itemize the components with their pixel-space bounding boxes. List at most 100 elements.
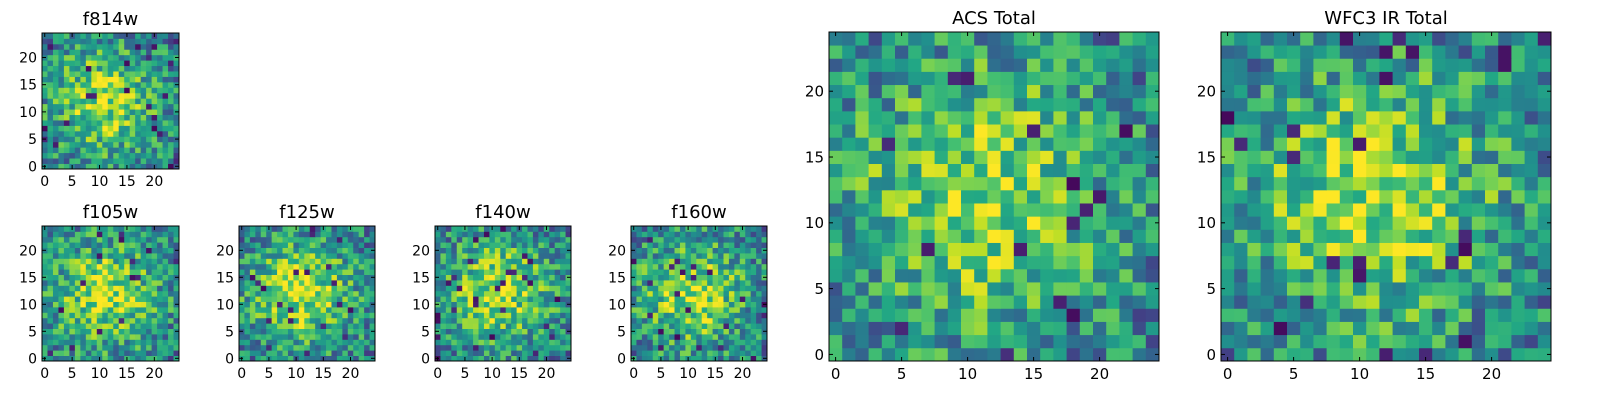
heatmap-cell (987, 176, 1001, 191)
heatmap-cell (353, 317, 360, 324)
heatmap-cell (1079, 203, 1094, 217)
heatmap-cell (320, 339, 327, 346)
heatmap-cell (135, 231, 142, 238)
heatmap-cell (69, 120, 76, 126)
heatmap-cell (1273, 347, 1288, 362)
heatmap-cell (298, 269, 305, 275)
heatmap-cell (718, 274, 724, 281)
heatmap-cell (921, 163, 935, 178)
heatmap-cell (271, 307, 278, 313)
heatmap-cell (293, 247, 300, 254)
heatmap-cell (1524, 163, 1539, 178)
heatmap-cell (511, 242, 517, 248)
heatmap-cell (135, 317, 142, 324)
y-tick-label: 15 (19, 78, 37, 94)
heatmap-cell (118, 49, 125, 56)
heatmap-cell (91, 130, 98, 137)
heatmap-cell (1313, 203, 1327, 217)
heatmap-cell (135, 98, 142, 105)
heatmap-cell (538, 242, 545, 248)
heatmap-cell (1458, 295, 1473, 309)
heatmap-cell (1313, 71, 1327, 86)
heatmap-cell (364, 355, 370, 362)
heatmap-cell (1027, 124, 1041, 138)
heatmap-cell (336, 285, 343, 292)
heatmap-cell (855, 71, 869, 86)
heatmap-cell (440, 242, 447, 248)
heatmap-cell (244, 290, 251, 297)
heatmap-cell (1260, 255, 1275, 270)
heatmap-cell (636, 226, 643, 232)
heatmap-cells (42, 226, 180, 362)
heatmap-cell (129, 125, 136, 132)
heatmap-cell (679, 307, 686, 313)
heatmap-cell (47, 312, 54, 319)
heatmap-cell (140, 98, 147, 105)
heatmap-cell (157, 263, 163, 270)
heatmap-cell (52, 258, 59, 265)
heatmap-cell (868, 295, 883, 309)
heatmap-cell (266, 258, 273, 265)
heatmap-cell (336, 339, 343, 346)
heatmap-cell (701, 258, 708, 265)
heatmap-cell (1287, 45, 1301, 59)
heatmap-cell (756, 290, 762, 297)
heatmap-cell (1405, 334, 1420, 349)
heatmap-cell (140, 65, 147, 72)
heatmap-cell (140, 49, 147, 56)
heatmap-cell (69, 323, 76, 329)
heatmap-cell (260, 242, 267, 248)
heatmap-cell (565, 323, 572, 329)
heatmap-cell (934, 124, 949, 138)
heatmap-cell (842, 58, 856, 72)
heatmap-cell (718, 328, 724, 335)
heatmap-cell (129, 60, 136, 67)
heatmap-cell (669, 236, 675, 243)
heatmap-cell (107, 81, 114, 88)
heatmap-cell (91, 76, 98, 83)
heatmap-cell (669, 258, 675, 265)
heatmap-cell (266, 263, 273, 270)
heatmap-cell (868, 334, 883, 349)
heatmap-cell (298, 344, 305, 351)
heatmap-cell (271, 253, 278, 259)
heatmap-cell (369, 280, 376, 286)
heatmap-cell (129, 152, 136, 159)
heatmap-cell (293, 236, 300, 243)
heatmap-cell (113, 231, 120, 238)
heatmap-cell (1287, 58, 1301, 72)
heatmap-cell (934, 242, 949, 257)
heatmap-cell (173, 125, 180, 132)
heatmap-cell (511, 280, 517, 286)
heatmap-cell (829, 124, 843, 138)
heatmap-cell (1247, 334, 1261, 349)
heatmap-cell (293, 231, 300, 238)
heatmap-cell (674, 247, 681, 254)
heatmap-cell (315, 301, 321, 308)
heatmap-cell (102, 242, 109, 248)
heatmap-cell (353, 334, 360, 340)
heatmap-cell (1247, 229, 1261, 243)
heatmap-cell (140, 328, 147, 335)
heatmap-cell (239, 269, 245, 275)
heatmap-cell (842, 282, 856, 296)
y-tick-label: 0 (28, 351, 37, 367)
heatmap-cell (456, 247, 463, 254)
heatmap-cell (554, 350, 561, 356)
heatmap-cell (239, 280, 245, 286)
heatmap-cell (107, 71, 114, 77)
heatmap-cell (631, 317, 637, 324)
heatmap-cell (489, 258, 496, 265)
heatmap-cell (1524, 110, 1539, 125)
heatmap-cell (85, 290, 92, 297)
heatmap-cell (63, 317, 70, 324)
heatmap-cell (652, 236, 659, 243)
heatmap-cell (761, 317, 768, 324)
heatmap-cell (239, 323, 245, 329)
heatmap-cell (1132, 242, 1147, 257)
heatmap-cell (543, 323, 550, 329)
heatmap-cell (543, 339, 550, 346)
heatmap-cell (658, 339, 665, 346)
heatmap-cell (1079, 150, 1094, 164)
heatmap-cell (91, 87, 98, 94)
